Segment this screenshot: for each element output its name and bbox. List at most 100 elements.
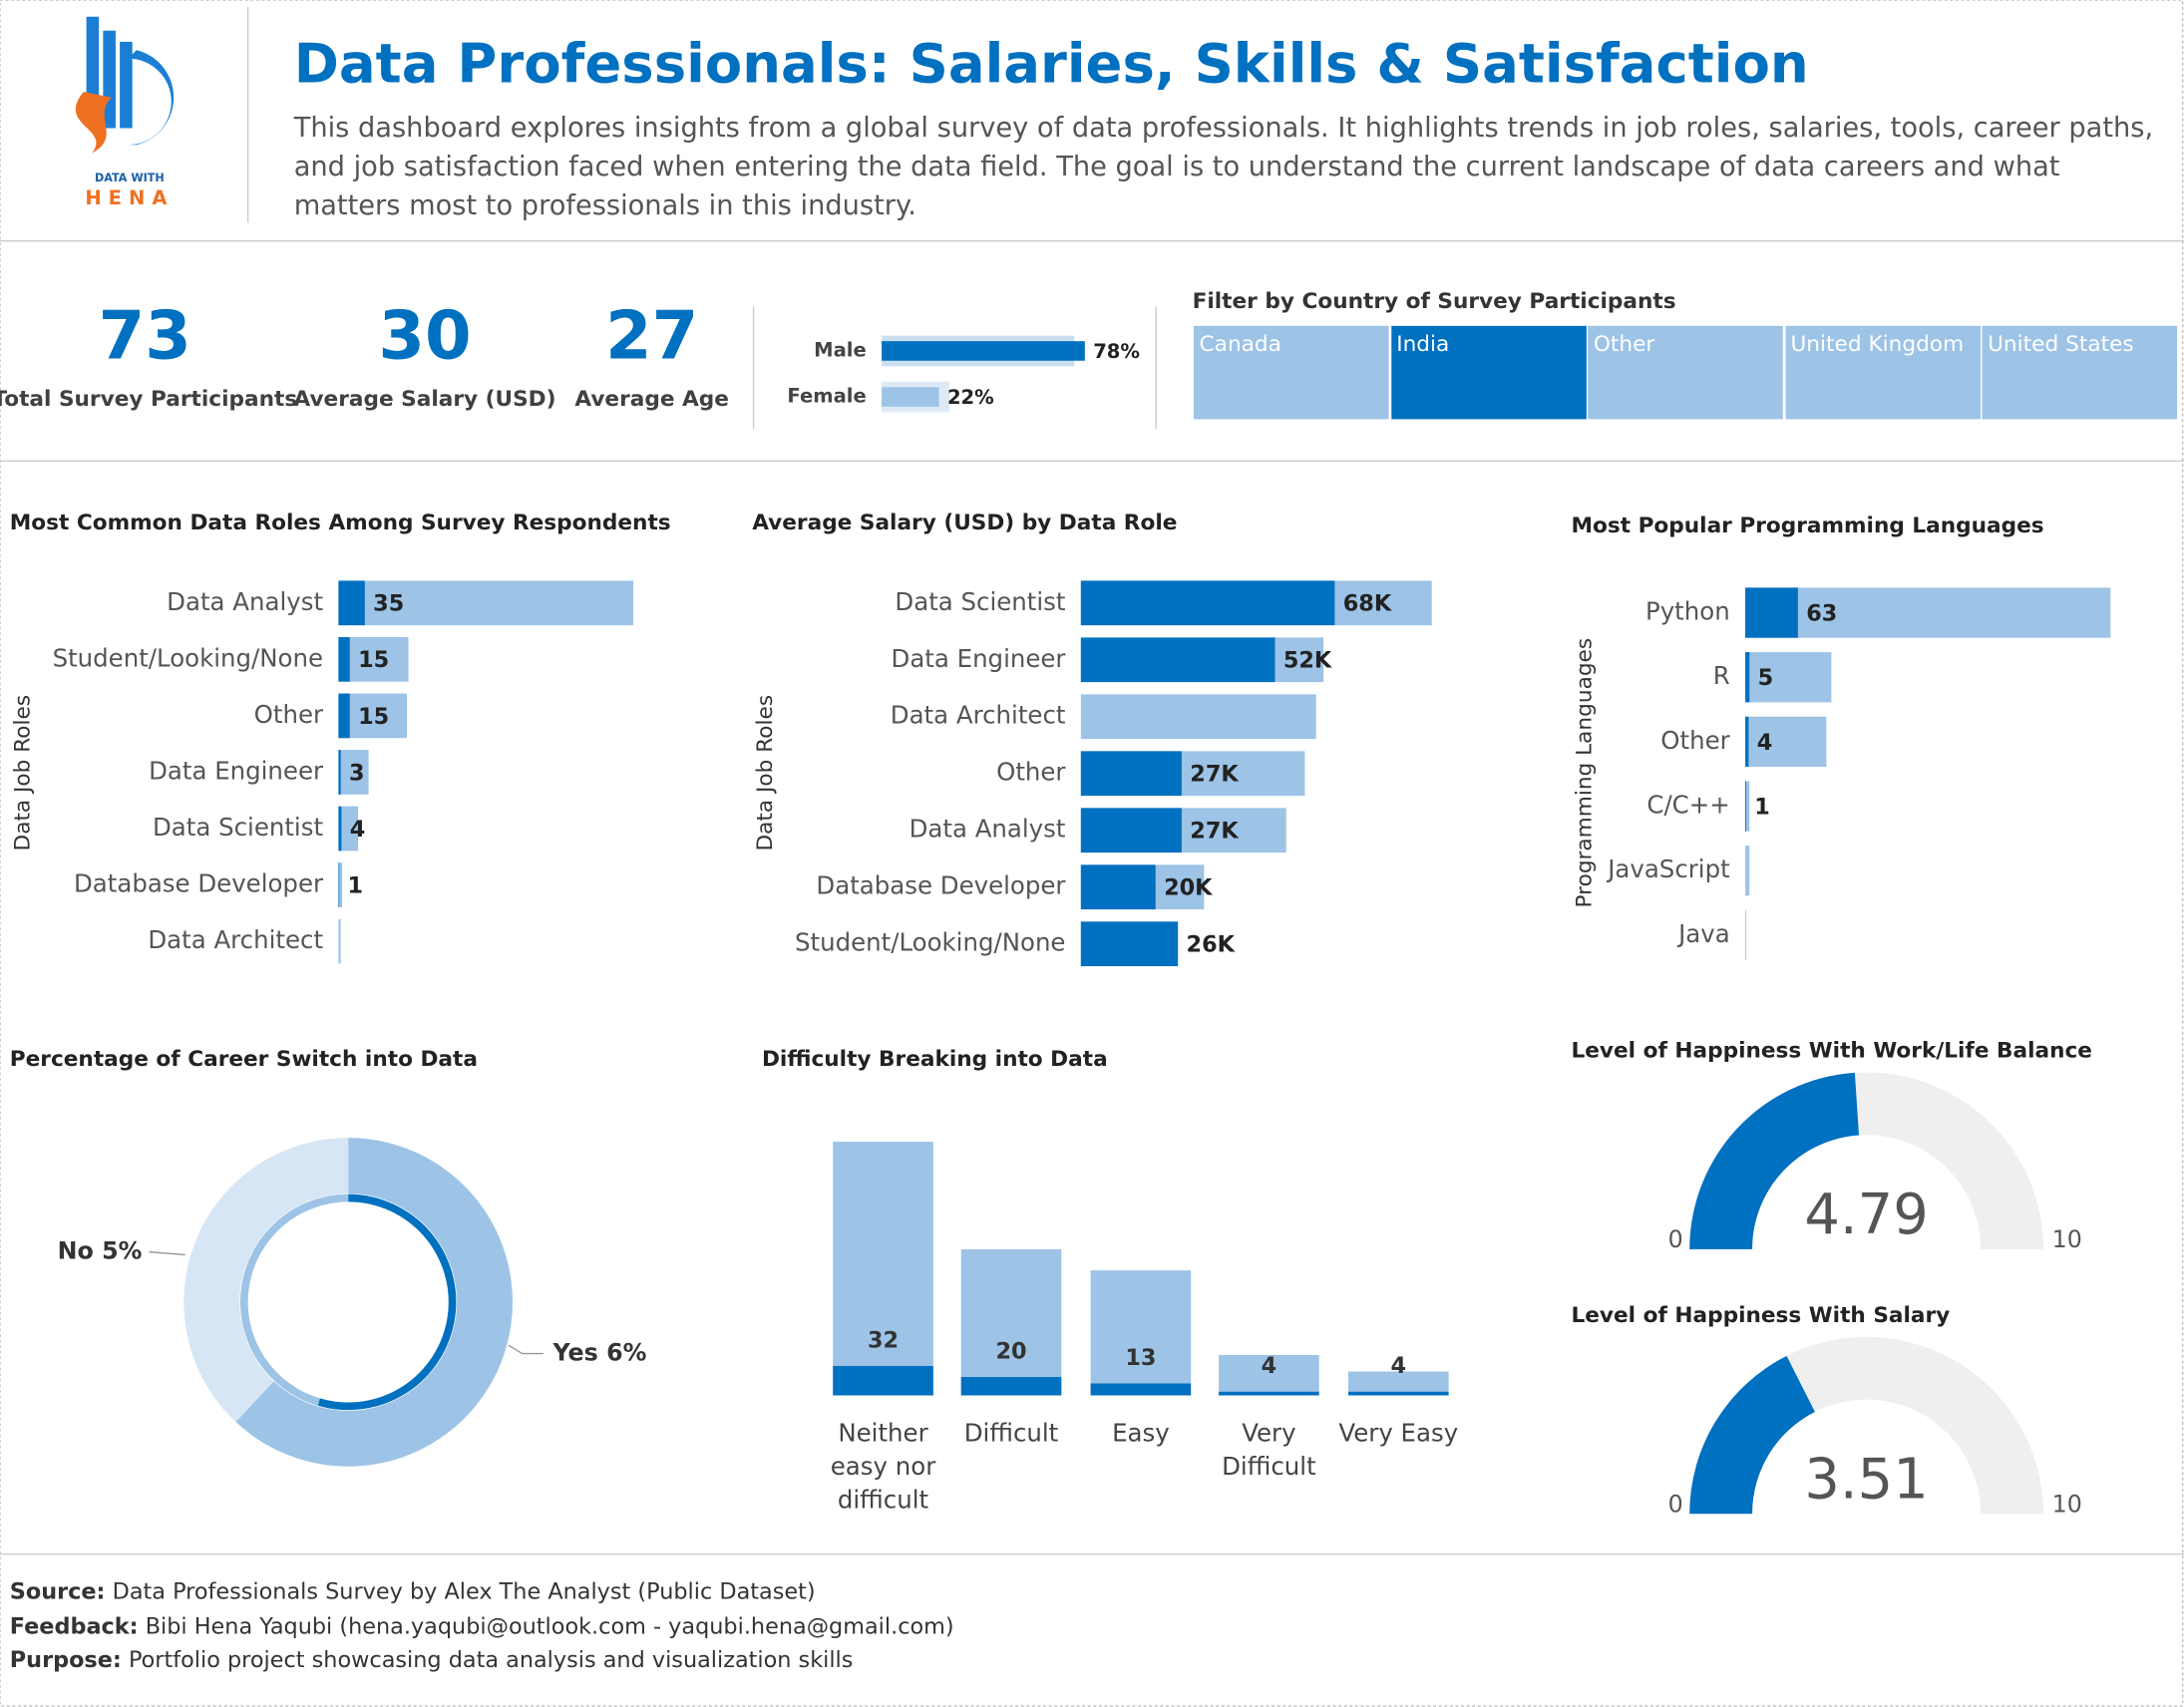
data-label: Yes 6% — [551, 1338, 646, 1366]
column-total — [1090, 1270, 1192, 1396]
category-label: Difficult — [963, 1420, 1059, 1449]
page-title: Data Professionals: Salaries, Skills & S… — [293, 33, 1809, 97]
bar-total — [1745, 846, 1750, 896]
column-total — [1219, 1354, 1319, 1396]
axis-title: Programming Languages — [1572, 638, 1597, 908]
chart-title: Most Popular Programming Languages — [1571, 513, 2043, 538]
value-label: 4 — [350, 817, 366, 843]
value-label: 4 — [1757, 730, 1773, 756]
logo-text: HENA — [85, 186, 174, 209]
category-label: Very Difficult — [1222, 1420, 1316, 1483]
footer-text: Data Professionals Survey by Alex The An… — [112, 1577, 816, 1604]
value-label: 15 — [358, 704, 389, 730]
gauge-min: 0 — [1668, 1225, 1683, 1253]
category-label: Yes — [551, 1338, 597, 1366]
bar-total — [1745, 909, 1746, 961]
column-total — [833, 1142, 933, 1396]
bar-total — [338, 862, 343, 907]
kpi-label: Average Salary (USD) — [294, 387, 556, 412]
category-label: R — [1713, 661, 1730, 690]
value-label: 6% — [606, 1338, 647, 1366]
category-label: Data Architect — [891, 701, 1066, 730]
value-label: 5% — [102, 1236, 143, 1264]
bar-total — [1745, 716, 1827, 768]
kpi-value: 73 — [99, 296, 191, 374]
bar — [338, 693, 350, 739]
category-label: No — [58, 1236, 94, 1264]
bar — [882, 341, 1085, 361]
category-label: Data Engineer — [892, 644, 1067, 673]
value-label: 63 — [1806, 600, 1837, 626]
bar — [338, 750, 341, 795]
bar-total — [338, 750, 369, 795]
donut-slice — [183, 1138, 349, 1423]
value-label: 20K — [1164, 875, 1213, 901]
value-label: 4 — [1262, 1353, 1277, 1379]
filter-option[interactable]: United Kingdom — [1784, 325, 1981, 420]
gauge-value-label: 3.51 — [1804, 1448, 1928, 1513]
value-label: 32 — [868, 1327, 899, 1353]
value-label: 3 — [349, 760, 365, 786]
category-label: Male — [814, 338, 867, 361]
category-label: Other — [996, 758, 1066, 787]
category-label: JavaScript — [1606, 854, 1730, 883]
bar — [882, 387, 939, 407]
bar-total — [1745, 781, 1750, 832]
kpi-value: 30 — [378, 296, 471, 374]
description: This dashboard explores insights from a … — [293, 111, 2154, 222]
leader-line — [508, 1344, 544, 1355]
value-label: 20 — [995, 1338, 1026, 1364]
column — [1348, 1391, 1449, 1396]
value-label: 26K — [1187, 932, 1236, 958]
filter-option[interactable]: United States — [1982, 325, 2178, 420]
bar — [1080, 808, 1182, 854]
category-label: Very Easy — [1338, 1420, 1459, 1449]
footer-label: Purpose: — [9, 1645, 122, 1673]
value-label: 68K — [1343, 591, 1392, 617]
value-label: 15 — [358, 647, 389, 673]
chart-title: Level of Happiness With Work/Life Balanc… — [1571, 1039, 2092, 1064]
filter-option[interactable]: Other — [1588, 325, 1783, 420]
data-label: No 5% — [58, 1236, 143, 1264]
bar-total — [338, 580, 634, 626]
bar-total — [1080, 694, 1316, 740]
bar-total — [1745, 652, 1832, 703]
value-label: 1 — [1754, 794, 1770, 820]
category-label: Data Architect — [148, 925, 323, 954]
column — [833, 1365, 933, 1396]
gauge-max: 10 — [2052, 1225, 2082, 1253]
bar-total — [338, 693, 408, 739]
value-label: 27K — [1190, 819, 1239, 845]
filter-title: Filter by Country of Survey Participants — [1193, 289, 1676, 314]
logo-text: DATA WITH — [95, 171, 165, 184]
leader-line — [149, 1250, 185, 1256]
category-label: Data Scientist — [153, 813, 323, 842]
chart-title: Percentage of Career Switch into Data — [10, 1047, 478, 1072]
category-label: Student/Looking/None — [53, 643, 323, 672]
value-label: 35 — [373, 591, 404, 617]
category-label: Data Analyst — [167, 587, 323, 616]
gauge-max: 10 — [2052, 1490, 2082, 1518]
filter-option[interactable]: Canada — [1193, 325, 1389, 420]
logo: DATA WITH HENA — [75, 16, 175, 209]
bar — [338, 806, 342, 852]
category-label: Python — [1645, 597, 1730, 626]
axis-title: Data Job Roles — [753, 695, 778, 852]
category-label: Data Engineer — [149, 756, 324, 785]
logo-arc — [128, 50, 175, 146]
column-total — [960, 1248, 1062, 1396]
bar — [338, 636, 350, 682]
footer-line: Source: Data Professionals Survey by Ale… — [10, 1575, 954, 1609]
chart-title: Most Common Data Roles Among Survey Resp… — [10, 511, 671, 535]
bar — [1080, 580, 1335, 626]
bar-total — [1745, 587, 2111, 638]
value-label: 52K — [1283, 648, 1332, 674]
category-label: Easy — [1112, 1420, 1170, 1449]
chart-title: Difficulty Breaking into Data — [762, 1047, 1108, 1072]
chart-title: Level of Happiness With Salary — [1571, 1303, 1950, 1328]
bar-total — [338, 806, 359, 852]
value-label: 13 — [1125, 1345, 1156, 1371]
filter-option[interactable]: India — [1390, 325, 1587, 420]
logo-flame — [75, 92, 112, 154]
